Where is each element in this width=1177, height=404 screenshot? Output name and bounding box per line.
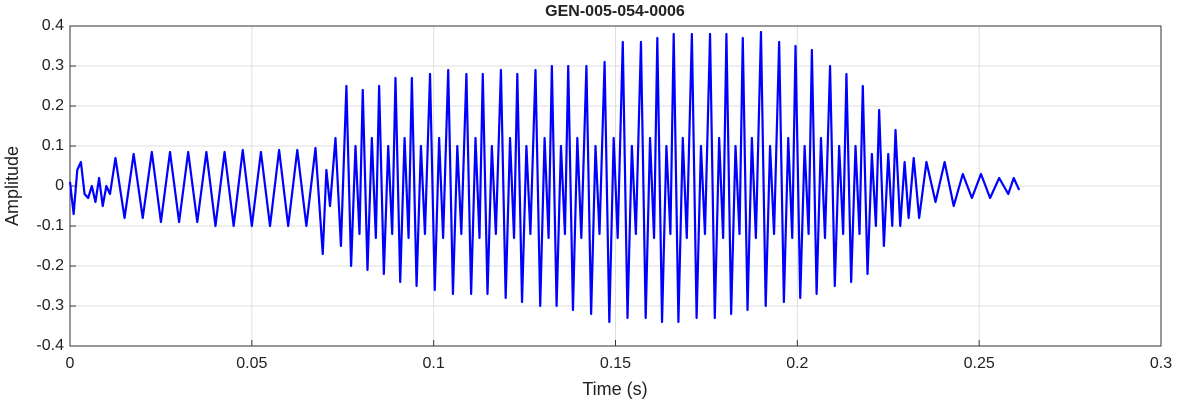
y-tick-label: 0.3	[42, 57, 64, 74]
x-tick-label: 0.15	[600, 355, 631, 372]
x-tick-label: 0.2	[786, 355, 808, 372]
y-tick-label: 0	[55, 177, 64, 194]
x-tick-label: 0.3	[1150, 355, 1172, 372]
y-tick-label: 0.2	[42, 97, 64, 114]
y-axis-label: Amplitude	[2, 146, 22, 226]
x-tick-label: 0.1	[423, 355, 445, 372]
y-tick-label: -0.4	[36, 337, 64, 354]
chart-title: GEN-005-054-0006	[545, 3, 685, 20]
y-tick-label: -0.1	[36, 217, 64, 234]
y-tick-label: 0.1	[42, 137, 64, 154]
x-tick-label: 0	[66, 355, 75, 372]
x-tick-label: 0.25	[964, 355, 995, 372]
y-tick-label: -0.3	[36, 297, 64, 314]
y-tick-label: -0.2	[36, 257, 64, 274]
x-tick-label: 0.05	[236, 355, 267, 372]
x-axis-label: Time (s)	[582, 379, 647, 399]
waveform-line	[68, 30, 1021, 324]
y-tick-label: 0.4	[42, 17, 64, 34]
